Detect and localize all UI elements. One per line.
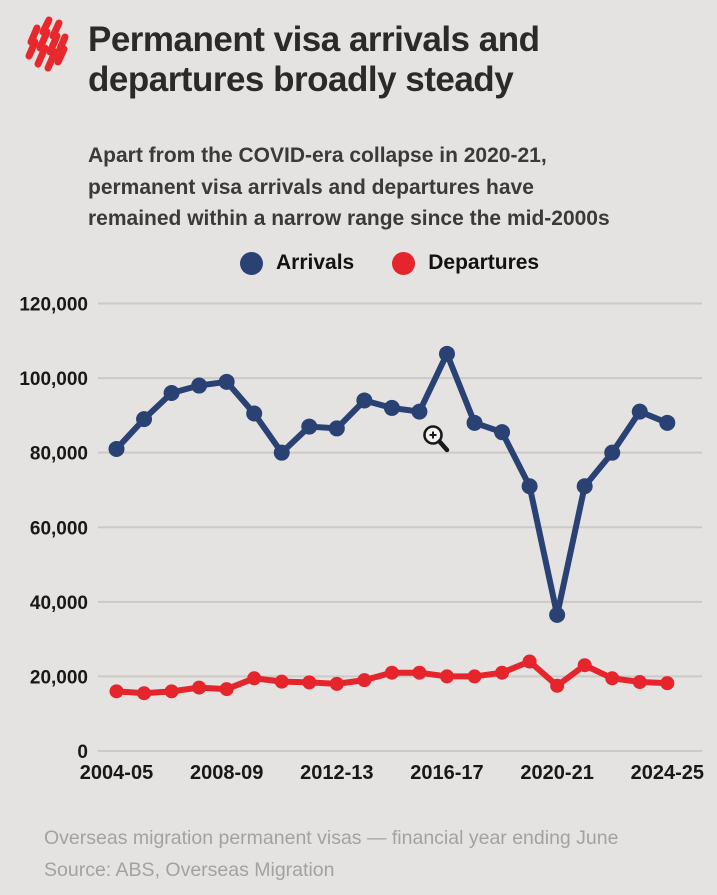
departures-point (632, 675, 647, 690)
departures-point (164, 684, 179, 699)
x-axis-label: 2024-25 (631, 762, 704, 784)
x-axis-label: 2016-17 (410, 762, 483, 784)
arrivals-point (466, 414, 483, 431)
departures-point (274, 674, 289, 689)
arrivals-point (438, 345, 455, 362)
y-axis-label: 40,000 (30, 593, 88, 614)
arrivals-legend-dot-icon (240, 251, 263, 275)
chart-subtitle: Apart from the COVID-era collapse in 202… (88, 140, 693, 235)
title-line-2: departures broadly steady (88, 60, 514, 100)
logo-bolt (34, 16, 53, 68)
legend-label-departures: Departures (428, 251, 540, 274)
title-line-1: Permanent visa arrivals and (88, 20, 540, 59)
departures-point (495, 665, 510, 680)
arrivals-point (273, 444, 290, 461)
departures-point (605, 671, 620, 686)
arrivals-point (108, 440, 125, 457)
y-axis-label: 80,000 (30, 444, 88, 465)
departures-point (660, 676, 675, 691)
arrivals-point (631, 403, 648, 420)
legend-item-arrivals: Arrivals (240, 251, 354, 275)
departures-point (137, 686, 152, 701)
arrivals-point (604, 444, 621, 461)
subtitle-line: Apart from the COVID-era collapse in 202… (88, 144, 547, 167)
arrivals-point (494, 424, 511, 441)
chart-footer: Overseas migration permanent visas — fin… (44, 822, 694, 886)
arrivals-point (383, 399, 400, 416)
departures-point (439, 669, 454, 684)
y-axis-label: 120,000 (19, 295, 88, 316)
arrivals-point (301, 418, 318, 435)
sbs-logo-icon (25, 16, 69, 72)
arrivals-point (328, 420, 345, 437)
arrivals-point (576, 478, 593, 495)
logo-bolt (44, 19, 63, 72)
y-axis-label: 60,000 (30, 518, 88, 539)
arrivals-point (163, 385, 180, 401)
departures-legend-dot-icon (392, 251, 416, 275)
footer-note: Overseas migration permanent visas — fin… (44, 827, 619, 849)
footer-source: Source: ABS, Overseas Migration (44, 859, 335, 881)
departures-point (109, 684, 124, 699)
departures-point (467, 669, 482, 684)
arrivals-point (659, 414, 676, 431)
arrivals-point (411, 403, 428, 420)
departures-point (192, 680, 207, 695)
departures-point (247, 671, 262, 686)
y-axis-label: 100,000 (19, 369, 88, 390)
arrivals-point (356, 392, 373, 409)
x-axis-label: 2008-09 (190, 762, 263, 784)
x-axis-label: 2012-13 (300, 762, 373, 784)
logo-bolt (54, 33, 69, 66)
chart-legend: Arrivals Departures (240, 251, 539, 275)
departures-point (329, 676, 344, 691)
subtitle-line: permanent visa arrivals and departures h… (88, 175, 534, 199)
page-title: Permanent visa arrivals and departures b… (88, 20, 698, 101)
departures-point (412, 665, 427, 680)
departures-point (522, 654, 537, 669)
arrivals-point (218, 373, 235, 390)
arrivals-point (246, 405, 263, 422)
legend-item-departures: Departures (392, 251, 539, 275)
arrivals-point (521, 478, 538, 495)
arrivals-point (191, 377, 208, 394)
x-axis-label: 2004-05 (80, 762, 153, 784)
subtitle-line: remained within a narrow range since the… (88, 207, 610, 230)
x-axis-label: 2020-21 (520, 762, 593, 784)
legend-label-arrivals: Arrivals (276, 251, 355, 274)
y-axis-label: 0 (77, 742, 88, 763)
departures-point (302, 675, 317, 690)
departures-point (550, 678, 565, 693)
y-axis-label: 20,000 (30, 667, 88, 688)
departures-point (357, 673, 372, 688)
logo-bolt (25, 24, 41, 60)
departures-point (219, 682, 234, 697)
departures-point (577, 658, 592, 673)
arrivals-point (136, 411, 153, 428)
arrivals-point (549, 606, 566, 623)
departures-point (384, 665, 399, 680)
